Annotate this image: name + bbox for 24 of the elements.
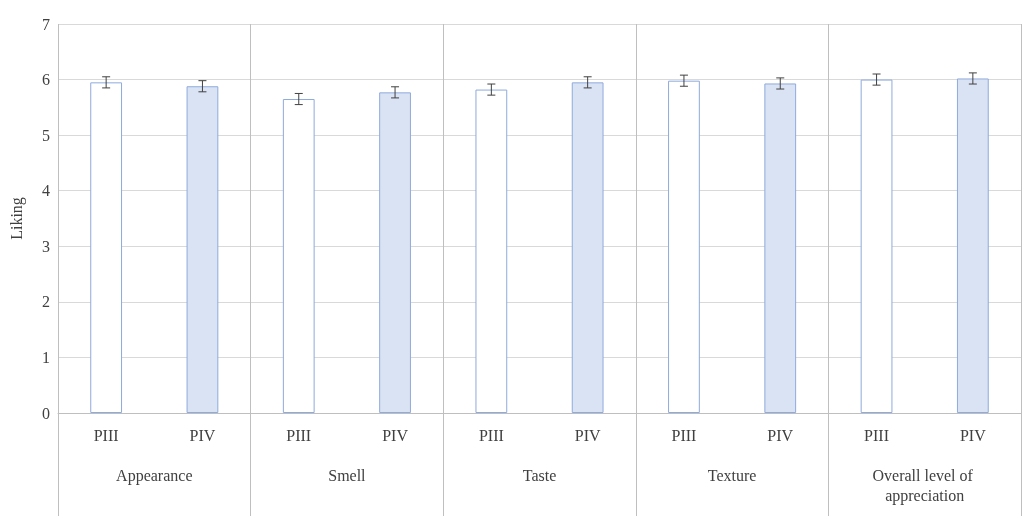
y-tick-label: 2 [42,293,50,311]
x-tick-label: Taste [522,466,557,484]
x-tick-label: Appearance [116,466,193,485]
x-tick-label: Overall level of appreciation [872,466,977,505]
y-tick-label: 5 [42,126,50,144]
text: PIII [286,426,312,444]
text: PIV [959,426,986,444]
text: PIII [478,426,504,444]
x-tick-label: Texture [707,466,757,484]
y-tick-label: 3 [42,237,50,255]
x-tick-label: Smell [328,466,367,484]
text: PIV [574,426,601,444]
y-axis-title: Liking [7,197,26,240]
series-label: PIII [93,426,119,444]
text: PIV [767,426,794,444]
y-tick-label: 1 [42,348,50,366]
y-tick-label: 7 [42,15,50,33]
series-label: PIV [189,426,216,444]
y-tick-label: 6 [42,71,50,89]
text: PIII [864,426,889,444]
text: PIII [671,426,697,444]
y-tick-label: 0 [42,404,50,422]
text: PIV [382,426,408,444]
y-tick-label: 4 [42,182,50,200]
